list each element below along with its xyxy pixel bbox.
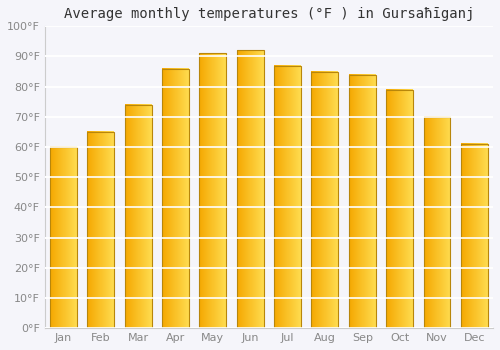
Bar [200,54,226,328]
Bar [88,132,114,328]
Bar [274,65,301,328]
Bar [349,75,376,328]
Bar [386,90,413,328]
Bar [312,71,338,328]
Title: Average monthly temperatures (°F ) in Gursaħīganj: Average monthly temperatures (°F ) in Gu… [64,7,474,21]
Bar [50,147,77,328]
Bar [162,69,189,328]
Bar [236,50,264,328]
Bar [461,144,488,328]
Bar [124,105,152,328]
Bar [424,117,450,328]
